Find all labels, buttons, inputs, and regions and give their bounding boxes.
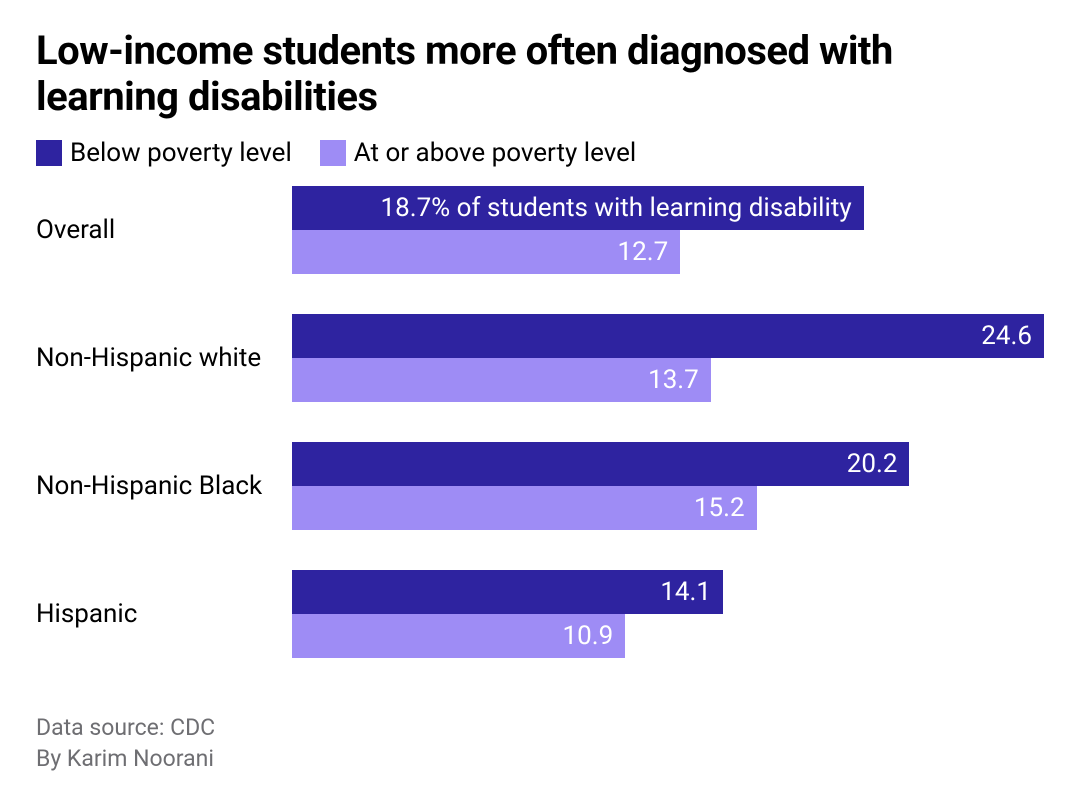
category-group: Non-Hispanic Black 20.2 15.2 (36, 442, 1044, 530)
chart-area: Overall 18.7% of students with learning d… (36, 186, 1044, 712)
bar-value-label: 10.9 (563, 621, 614, 651)
footer-source: Data source: CDC (36, 712, 1044, 743)
category-group: Overall 18.7% of students with learning d… (36, 186, 1044, 274)
legend-item-above: At or above poverty level (320, 138, 636, 168)
legend-item-below: Below poverty level (36, 138, 292, 168)
bar-pair: 14.1 10.9 (292, 570, 1044, 658)
bar-above: 13.7 (292, 358, 711, 402)
category-group: Non-Hispanic white 24.6 13.7 (36, 314, 1044, 402)
footer-byline: By Karim Noorani (36, 743, 1044, 774)
category-label: Hispanic (36, 599, 292, 629)
bar-pair: 18.7% of students with learning disabili… (292, 186, 1044, 274)
bar-below: 14.1 (292, 570, 723, 614)
chart-container: Low-income students more often diagnosed… (0, 0, 1080, 798)
category-label: Overall (36, 215, 292, 245)
bar-below: 20.2 (292, 442, 909, 486)
bar-row: 24.6 (292, 314, 1044, 358)
bar-value-label: 18.7% of students with learning disabili… (380, 193, 851, 223)
legend-label-below: Below poverty level (70, 138, 292, 168)
bar-above: 12.7 (292, 230, 680, 274)
bar-above: 10.9 (292, 614, 625, 658)
category-group: Hispanic 14.1 10.9 (36, 570, 1044, 658)
bar-row: 13.7 (292, 358, 1044, 402)
bar-row: 18.7% of students with learning disabili… (292, 186, 1044, 230)
bar-value-label: 12.7 (618, 237, 669, 267)
bar-row: 12.7 (292, 230, 1044, 274)
chart-footer: Data source: CDC By Karim Noorani (36, 712, 1044, 774)
bar-pair: 24.6 13.7 (292, 314, 1044, 402)
bar-above: 15.2 (292, 486, 757, 530)
bar-value-label: 15.2 (694, 493, 745, 523)
bar-row: 15.2 (292, 486, 1044, 530)
legend-swatch-above (320, 140, 346, 166)
bar-value-label: 24.6 (981, 321, 1032, 351)
chart-title: Low-income students more often diagnosed… (36, 28, 1044, 120)
category-label: Non-Hispanic white (36, 343, 292, 373)
bar-value-label: 13.7 (648, 365, 699, 395)
bar-value-label: 20.2 (847, 449, 898, 479)
legend-swatch-below (36, 140, 62, 166)
bar-row: 20.2 (292, 442, 1044, 486)
bar-pair: 20.2 15.2 (292, 442, 1044, 530)
bar-row: 14.1 (292, 570, 1044, 614)
legend: Below poverty level At or above poverty … (36, 138, 1044, 168)
category-label: Non-Hispanic Black (36, 471, 292, 501)
bar-below: 24.6 (292, 314, 1044, 358)
bar-row: 10.9 (292, 614, 1044, 658)
bar-below: 18.7% of students with learning disabili… (292, 186, 864, 230)
bar-value-label: 14.1 (660, 577, 711, 607)
legend-label-above: At or above poverty level (354, 138, 636, 168)
